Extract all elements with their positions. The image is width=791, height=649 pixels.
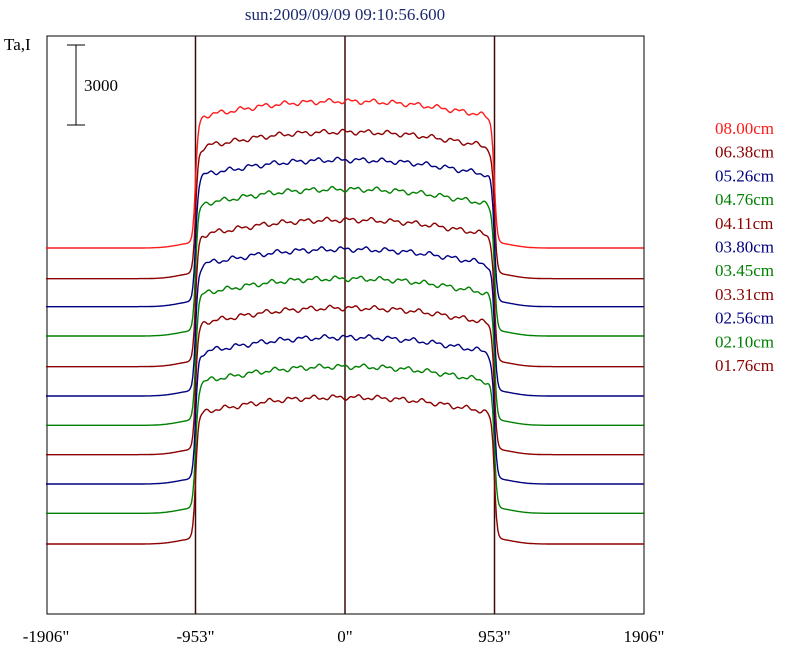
y-axis-label: Ta,I [4, 35, 31, 54]
series-line-03.80cm [46, 246, 644, 397]
vertical-reference-lines [194, 36, 496, 614]
legend-item-02.56cm: 02.56cm [715, 309, 774, 328]
legend-item-02.10cm: 02.10cm [715, 332, 774, 351]
legend-item-04.11cm: 04.11cm [715, 214, 773, 233]
series-line-02.10cm [46, 363, 644, 514]
legend-item-05.26cm: 05.26cm [715, 166, 774, 185]
legend-item-01.76cm: 01.76cm [715, 356, 774, 375]
series-line-08.00cm [46, 97, 644, 249]
chart-title: sun:2009/09/09 09:10:56.600 [245, 5, 445, 24]
x-tick-label-3: 953" [478, 627, 510, 646]
x-tick-label-2: 0" [337, 627, 352, 646]
x-tick-label-4: 1906" [624, 627, 665, 646]
series-line-04.76cm [46, 185, 644, 337]
x-tick-label-0: -1906" [23, 627, 70, 646]
legend: 08.00cm 06.38cm 05.26cm 04.76cm 04.11cm 03.80… [715, 119, 774, 375]
legend-item-03.45cm: 03.45cm [715, 261, 774, 280]
x-tick-label-1: -953" [176, 627, 214, 646]
legend-item-04.76cm: 04.76cm [715, 190, 774, 209]
series-line-06.38cm [46, 128, 644, 280]
series-line-03.45cm [46, 275, 644, 426]
legend-item-03.80cm: 03.80cm [715, 238, 774, 257]
series-line-01.76cm [46, 394, 644, 545]
scale-bar: 3000 [67, 44, 118, 126]
legend-item-08.00cm: 08.00cm [715, 119, 774, 138]
x-tick-labels: -1906" -953" 0" 953" 1906" [23, 627, 665, 646]
scale-bar-label: 3000 [84, 76, 118, 95]
series-line-04.11cm [46, 216, 644, 368]
legend-item-03.31cm: 03.31cm [715, 285, 774, 304]
series-lines [46, 97, 644, 545]
series-line-02.56cm [46, 333, 644, 485]
series-line-05.26cm [46, 156, 644, 308]
legend-item-06.38cm: 06.38cm [715, 143, 774, 162]
series-line-03.31cm [46, 304, 644, 456]
